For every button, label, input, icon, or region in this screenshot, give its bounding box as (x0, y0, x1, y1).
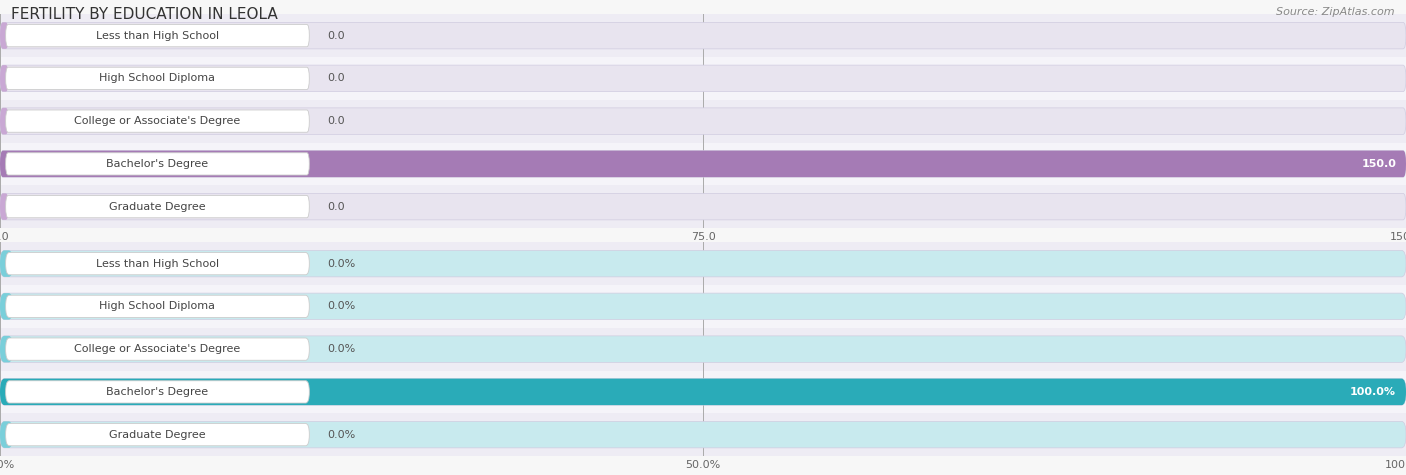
Text: High School Diploma: High School Diploma (100, 301, 215, 312)
FancyBboxPatch shape (0, 193, 1406, 220)
Text: Bachelor's Degree: Bachelor's Degree (107, 387, 208, 397)
FancyBboxPatch shape (0, 293, 13, 320)
Text: 0.0: 0.0 (328, 30, 346, 41)
Text: Source: ZipAtlas.com: Source: ZipAtlas.com (1277, 7, 1395, 17)
Text: High School Diploma: High School Diploma (100, 73, 215, 84)
Text: College or Associate's Degree: College or Associate's Degree (75, 116, 240, 126)
FancyBboxPatch shape (0, 65, 1406, 92)
FancyBboxPatch shape (0, 421, 1406, 448)
Text: 150.0: 150.0 (1361, 159, 1396, 169)
Bar (0, 242, 1406, 285)
FancyBboxPatch shape (6, 338, 309, 360)
Text: 0.0: 0.0 (328, 201, 346, 212)
FancyBboxPatch shape (0, 421, 13, 448)
Text: Bachelor's Degree: Bachelor's Degree (107, 159, 208, 169)
FancyBboxPatch shape (0, 22, 1406, 49)
Text: Less than High School: Less than High School (96, 30, 219, 41)
FancyBboxPatch shape (0, 108, 8, 134)
FancyBboxPatch shape (6, 110, 309, 132)
Text: College or Associate's Degree: College or Associate's Degree (75, 344, 240, 354)
Bar (0, 370, 1406, 413)
FancyBboxPatch shape (6, 424, 309, 446)
FancyBboxPatch shape (6, 67, 309, 89)
FancyBboxPatch shape (6, 253, 309, 275)
FancyBboxPatch shape (0, 379, 1406, 405)
FancyBboxPatch shape (0, 250, 13, 277)
FancyBboxPatch shape (0, 336, 13, 362)
Text: Graduate Degree: Graduate Degree (110, 201, 205, 212)
Bar (0, 14, 1406, 57)
Text: Less than High School: Less than High School (96, 258, 219, 269)
FancyBboxPatch shape (0, 65, 8, 92)
Text: 0.0%: 0.0% (328, 258, 356, 269)
Text: Graduate Degree: Graduate Degree (110, 429, 205, 440)
Text: 0.0%: 0.0% (328, 344, 356, 354)
FancyBboxPatch shape (0, 151, 1406, 177)
Bar (0, 328, 1406, 371)
FancyBboxPatch shape (0, 336, 1406, 362)
FancyBboxPatch shape (6, 295, 309, 317)
Text: 0.0%: 0.0% (328, 301, 356, 312)
Text: 0.0: 0.0 (328, 116, 346, 126)
FancyBboxPatch shape (0, 193, 8, 220)
Text: 0.0: 0.0 (328, 73, 346, 84)
FancyBboxPatch shape (6, 25, 309, 47)
Bar (0, 142, 1406, 185)
Bar (0, 185, 1406, 228)
FancyBboxPatch shape (6, 381, 309, 403)
Text: 0.0%: 0.0% (328, 429, 356, 440)
FancyBboxPatch shape (0, 379, 1406, 405)
Text: FERTILITY BY EDUCATION IN LEOLA: FERTILITY BY EDUCATION IN LEOLA (11, 7, 278, 22)
FancyBboxPatch shape (0, 108, 1406, 134)
FancyBboxPatch shape (0, 293, 1406, 320)
Bar (0, 57, 1406, 100)
FancyBboxPatch shape (6, 196, 309, 218)
FancyBboxPatch shape (6, 153, 309, 175)
FancyBboxPatch shape (0, 22, 8, 49)
Bar (0, 100, 1406, 142)
FancyBboxPatch shape (0, 151, 1406, 177)
Bar (0, 285, 1406, 328)
Bar (0, 413, 1406, 456)
Text: 100.0%: 100.0% (1350, 387, 1396, 397)
FancyBboxPatch shape (0, 250, 1406, 277)
